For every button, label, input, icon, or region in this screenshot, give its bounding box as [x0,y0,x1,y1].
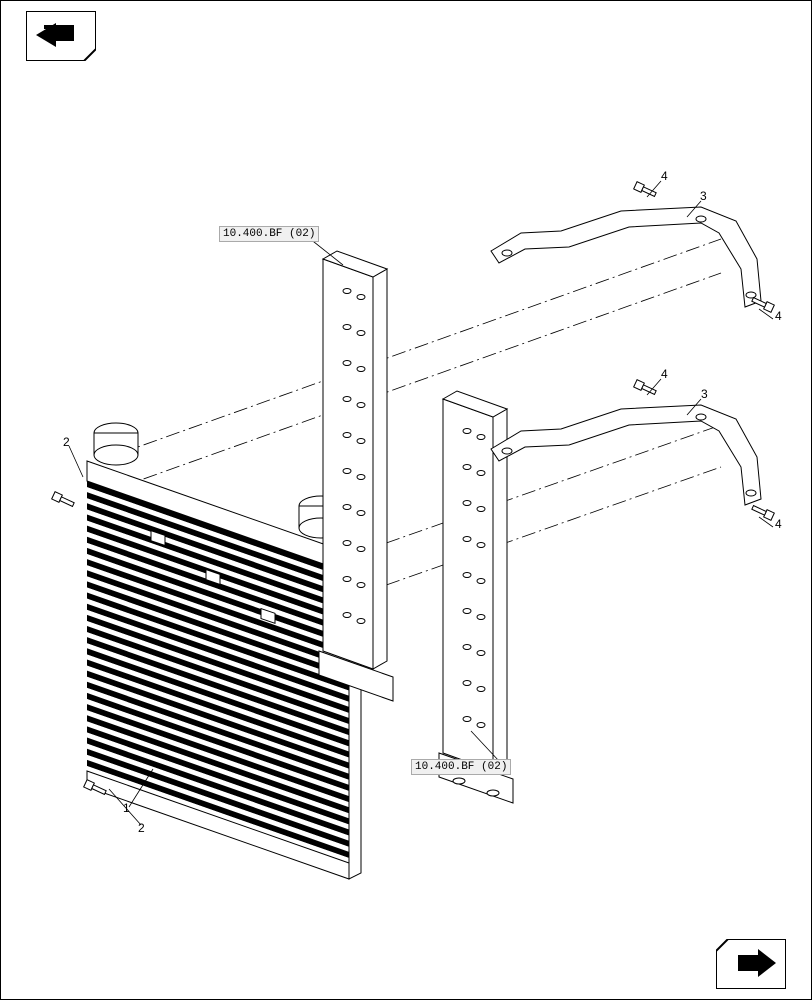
page-frame: 10.400.BF (02) 10.400.BF (02) 4 3 4 4 3 … [0,0,812,1000]
callout-number: 4 [775,309,782,323]
callout-number: 2 [63,435,70,449]
reference-label[interactable]: 10.400.BF (02) [411,759,511,775]
callout-number: 3 [700,189,707,203]
callout-number: 3 [701,387,708,401]
upright-bracket-left [319,251,393,701]
callout-number: 4 [661,367,668,381]
support-bracket-upper [491,207,761,307]
support-bracket-lower [491,405,761,505]
callout-number: 2 [138,821,145,835]
callout-number: 4 [775,517,782,531]
exploded-diagram [1,1,812,1001]
callout-number: 4 [661,169,668,183]
callout-number: 1 [123,801,130,815]
reference-label[interactable]: 10.400.BF (02) [219,226,319,242]
